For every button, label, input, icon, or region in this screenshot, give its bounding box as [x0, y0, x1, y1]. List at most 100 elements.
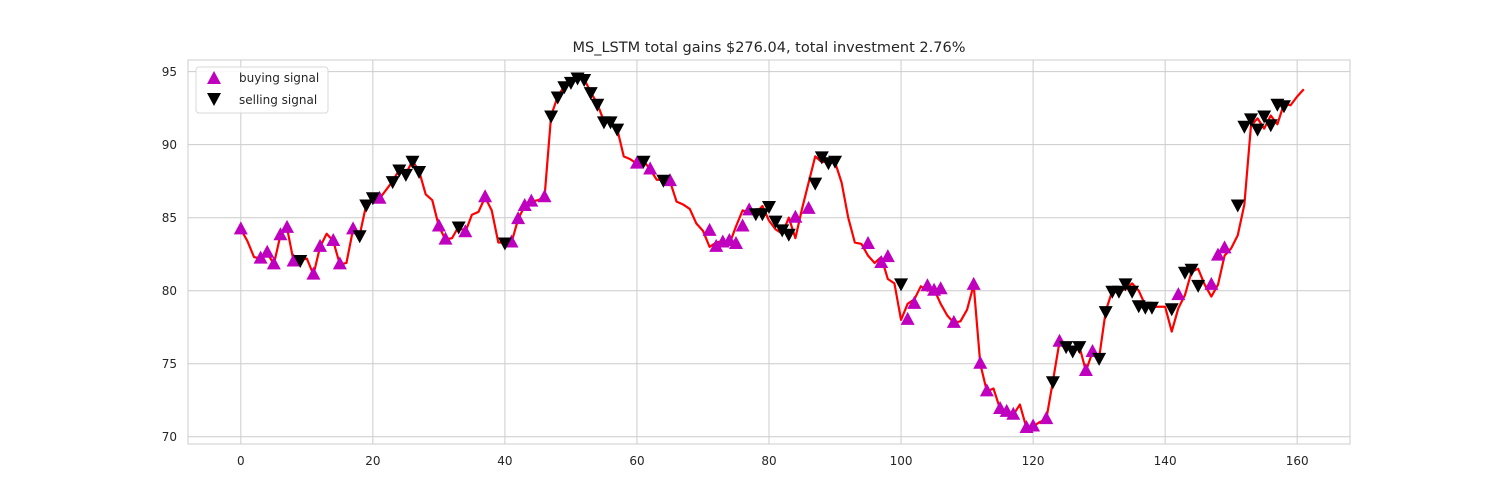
buy-signal-marker: [629, 155, 644, 169]
x-tick-label: 140: [1154, 454, 1177, 468]
sell-signal-marker: [808, 177, 823, 191]
sell-signal-marker: [1237, 120, 1252, 134]
legend-buy-label: buying signal: [239, 71, 319, 85]
legend: buying signal selling signal: [195, 66, 329, 114]
sell-signal-marker: [1243, 113, 1258, 127]
sell-signal-marker: [1125, 285, 1140, 299]
buy-signal-marker: [1039, 411, 1054, 425]
buy-signal-marker: [1006, 406, 1021, 420]
sell-signal-marker: [1250, 123, 1265, 137]
sell-signal-marker: [1098, 306, 1113, 320]
sell-signal-marker: [755, 208, 770, 222]
sell-signal-marker: [1045, 376, 1060, 390]
sell-signal-marker: [563, 76, 578, 90]
sell-signal-marker: [352, 230, 367, 244]
plot-frame: [187, 59, 1351, 445]
sell-signal-marker: [544, 110, 559, 124]
sell-signal-marker: [1065, 345, 1080, 359]
sell-signal-marker: [1164, 303, 1179, 317]
buy-signal-marker: [524, 193, 539, 207]
sell-signal-marker: [451, 221, 466, 235]
sell-signal-marker: [550, 91, 565, 105]
buy-signal-marker: [1078, 362, 1093, 376]
sell-signal-marker: [610, 123, 625, 137]
x-tick-label: 120: [1022, 454, 1045, 468]
y-tick-label: 75: [162, 357, 177, 371]
x-tick-label: 100: [890, 454, 913, 468]
sell-signal-marker: [762, 201, 776, 215]
buy-signal-marker: [313, 238, 328, 252]
buy-signal-marker: [260, 244, 275, 258]
buy-signal-marker: [861, 235, 876, 249]
sell-signal-marker: [603, 116, 618, 130]
sell-signal-marker: [392, 164, 407, 178]
buy-signal-marker: [1026, 418, 1041, 432]
sell-signal-marker: [1092, 352, 1107, 366]
x-tick-label: 0: [237, 454, 245, 468]
sell-signal-marker: [1184, 263, 1199, 277]
sell-signal-marker: [781, 228, 796, 242]
buy-signal-marker: [537, 189, 552, 203]
buy-signal-marker: [643, 161, 658, 175]
x-tick-labels: 0 20 40 60 80 100 120 140 160: [237, 454, 1309, 468]
grid-lines: [188, 60, 1350, 444]
buy-signal-marker: [880, 249, 895, 263]
buy-signal-marker: [920, 278, 935, 292]
sell-signal-marker: [1072, 341, 1087, 355]
buy-signal-marker: [1217, 240, 1232, 254]
buy-signal-marker: [702, 222, 717, 236]
buy-signal-marker: [1204, 276, 1219, 290]
sell-signal-marker: [590, 98, 605, 112]
y-tick-labels: 70 75 80 85 90 95: [162, 65, 177, 444]
legend-box: [195, 66, 329, 114]
y-tick-label: 90: [162, 138, 177, 152]
x-tick-label: 40: [497, 454, 512, 468]
buy-signal-marker: [709, 238, 724, 252]
buy-signal-marker: [478, 189, 493, 203]
buy-signal-marker: [372, 190, 387, 204]
buy-signal-marker: [233, 221, 248, 235]
sell-signal-marker: [497, 237, 512, 251]
sell-signal-marker: [1257, 110, 1272, 124]
sell-signal-marker: [293, 255, 308, 269]
sell-signal-marker: [405, 155, 420, 169]
buy-signal-marker: [973, 355, 988, 369]
buy-signal-marker: [801, 200, 816, 214]
sell-signal-marker: [828, 155, 843, 169]
x-tick-label: 20: [365, 454, 380, 468]
legend-sell-label: selling signal: [239, 93, 317, 107]
x-tick-label: 60: [629, 454, 644, 468]
y-tick-label: 80: [162, 284, 177, 298]
sell-signal-marker: [1059, 341, 1074, 355]
buy-signal-marker: [332, 256, 347, 270]
chart-title: MS_LSTM total gains $276.04, total inves…: [573, 40, 966, 56]
sell-signal-marker: [1191, 279, 1206, 293]
buy-signal-marker: [728, 235, 743, 249]
sell-signal-marker: [359, 199, 374, 213]
sell-signal-marker: [1230, 199, 1245, 213]
buy-signal-marker: [662, 173, 677, 187]
sell-signal-marker: [412, 165, 427, 179]
buy-signal-marker: [438, 231, 453, 245]
sell-signal-marker: [557, 81, 572, 95]
buy-signal-marker: [900, 311, 915, 325]
sell-signal-marker: [398, 168, 413, 182]
sell-signal-marker: [1263, 119, 1278, 133]
buy-signal-marker: [306, 266, 321, 280]
buy-signal-marker: [517, 198, 532, 212]
sell-signal-marker: [1111, 285, 1126, 299]
sell-signal-marker: [775, 224, 790, 238]
sell-markers: [293, 72, 1291, 390]
buy-signal-marker: [280, 219, 295, 233]
sell-signal-marker: [656, 174, 671, 188]
buy-signal-marker: [431, 218, 446, 232]
x-tick-label: 160: [1286, 454, 1309, 468]
sell-signal-marker: [577, 73, 592, 87]
buy-signal-marker: [286, 253, 301, 267]
legend-buy-marker: [207, 71, 221, 84]
buy-signal-marker: [266, 256, 281, 270]
buy-signal-marker: [458, 224, 473, 238]
buy-signal-marker: [788, 209, 803, 223]
sell-signal-marker: [768, 215, 783, 229]
